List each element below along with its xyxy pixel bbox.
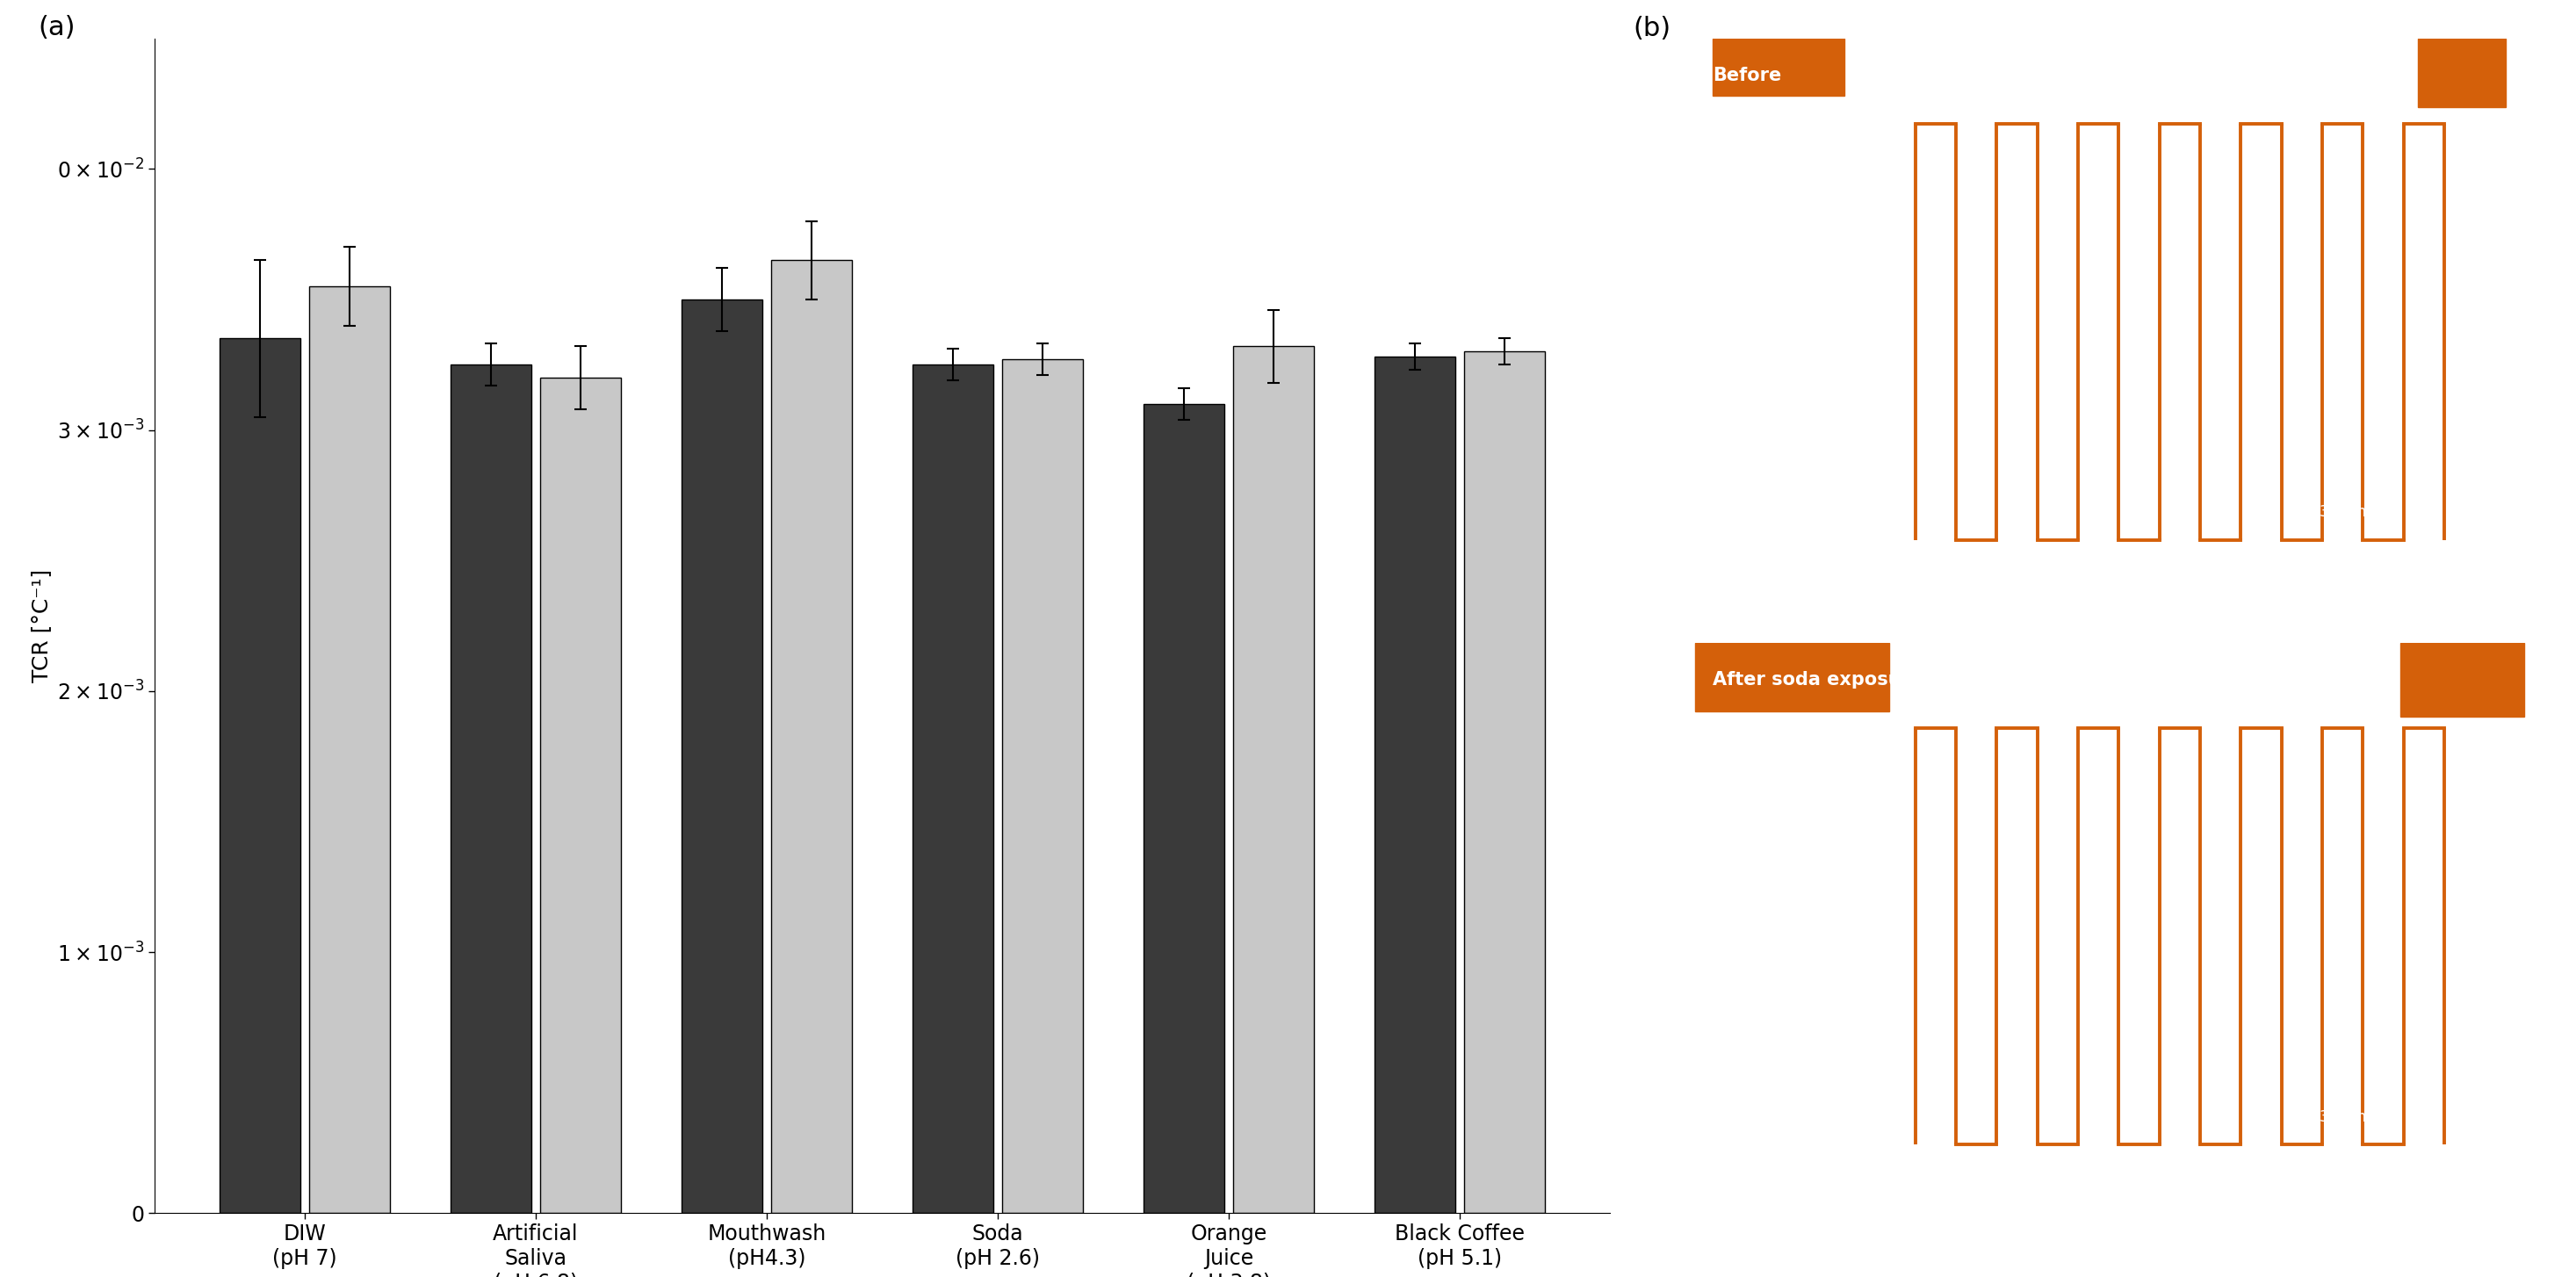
Bar: [451, 365, 531, 1213]
Bar: [219, 338, 299, 1213]
Bar: [680, 299, 762, 1213]
Polygon shape: [2419, 38, 2506, 107]
Bar: [1002, 359, 1082, 1213]
Bar: [1234, 346, 1314, 1213]
Text: (b): (b): [1633, 15, 1672, 41]
Text: Before: Before: [1713, 66, 1780, 84]
Polygon shape: [1713, 38, 1844, 96]
Bar: [770, 261, 853, 1213]
Polygon shape: [2401, 642, 2524, 716]
Bar: [1144, 404, 1224, 1213]
Bar: [541, 378, 621, 1213]
Polygon shape: [1695, 642, 1888, 711]
Text: After soda exposure: After soda exposure: [1713, 672, 1922, 688]
Bar: [1463, 351, 1546, 1213]
Text: (a): (a): [39, 15, 75, 41]
Bar: [912, 365, 994, 1213]
Text: 30 μm: 30 μm: [2318, 504, 2367, 520]
Text: 30 μm: 30 μm: [2318, 1108, 2367, 1125]
Bar: [1373, 356, 1455, 1213]
Y-axis label: TCR [°C⁻¹]: TCR [°C⁻¹]: [31, 570, 52, 682]
Bar: [309, 286, 389, 1213]
